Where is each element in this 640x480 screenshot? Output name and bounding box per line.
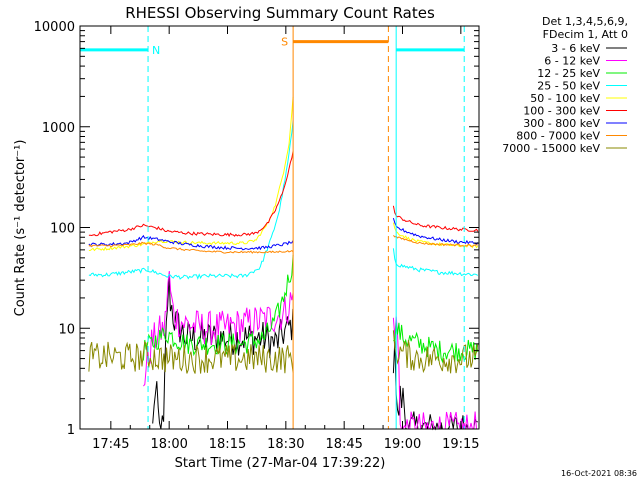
series-line-0-seg-0: [152, 274, 294, 430]
legend-label-3: 25 - 50 keV: [537, 80, 600, 93]
series-line-5-seg-0: [88, 151, 294, 238]
series-line-7-seg-1: [393, 235, 478, 247]
series-line-6-seg-1: [392, 217, 479, 246]
series-lines: [88, 96, 479, 431]
legend-label-1: 6 - 12 keV: [544, 55, 600, 68]
timestamp: 16-Oct-2021 08:36: [561, 469, 637, 478]
legend-label-0: 3 - 6 keV: [551, 42, 600, 55]
marker-1-label: S: [281, 36, 288, 49]
series-line-3-seg-1: [392, 248, 479, 277]
legend-label-8: 7000 - 15000 keV: [502, 142, 600, 155]
x-tick-label-2: 18:15: [209, 437, 246, 452]
y-tick-label-1: 10: [58, 322, 75, 337]
series-line-3-seg-0: [88, 120, 294, 280]
x-tick-label-1: 18:00: [150, 437, 187, 452]
legend-header-line-2: FDecim 1, Att 0: [543, 28, 628, 41]
series-line-4-seg-1: [392, 222, 479, 249]
legend-label-7: 800 - 7000 keV: [516, 130, 600, 143]
legend-label-4: 50 - 100 keV: [530, 92, 600, 105]
series-line-7-seg-0: [88, 241, 294, 254]
legend-label-5: 100 - 300 keV: [523, 105, 600, 118]
x-tick-label-0: 17:45: [92, 437, 129, 452]
x-tick-label-5: 19:00: [384, 437, 421, 452]
series-line-5-seg-1: [392, 205, 479, 232]
marker-0-label: N: [152, 44, 160, 57]
legend-label-2: 12 - 25 keV: [537, 67, 600, 80]
series-line-8-seg-1: [392, 330, 479, 374]
x-tick-label-6: 19:15: [442, 437, 479, 452]
series-line-8-seg-0: [88, 341, 294, 374]
axes: 17:45 18:00 18:15 18:30 18:45 19:00 19:15 1 10 10…: [34, 20, 480, 452]
x-tick-label-4: 18:45: [325, 437, 362, 452]
x-axis-label: Start Time (27-Mar-04 17:39:22): [175, 456, 386, 471]
legend: Det 1,3,4,5,6,9, FDecim 1, Att 0 3 - 6 k…: [502, 15, 628, 155]
chart-title: RHESSI Observing Summary Count Rates: [125, 4, 435, 22]
y-tick-label-3: 1000: [42, 121, 75, 136]
interval-markers: NS: [79, 26, 465, 429]
legend-label-6: 300 - 800 keV: [523, 117, 600, 130]
y-tick-label-0: 1: [67, 423, 75, 438]
series-line-4-seg-0: [88, 96, 294, 252]
series-line-2-seg-0: [142, 255, 294, 361]
y-tick-label-4: 10000: [34, 20, 75, 35]
y-tick-label-2: 100: [50, 222, 75, 237]
x-tick-label-3: 18:30: [267, 437, 304, 452]
legend-header-line-1: Det 1,3,4,5,6,9,: [542, 15, 628, 28]
series-line-6-seg-0: [88, 234, 294, 251]
series-line-1-seg-1: [392, 316, 478, 430]
y-axis-label: Count Rate (s⁻¹ detector⁻¹): [13, 140, 28, 317]
